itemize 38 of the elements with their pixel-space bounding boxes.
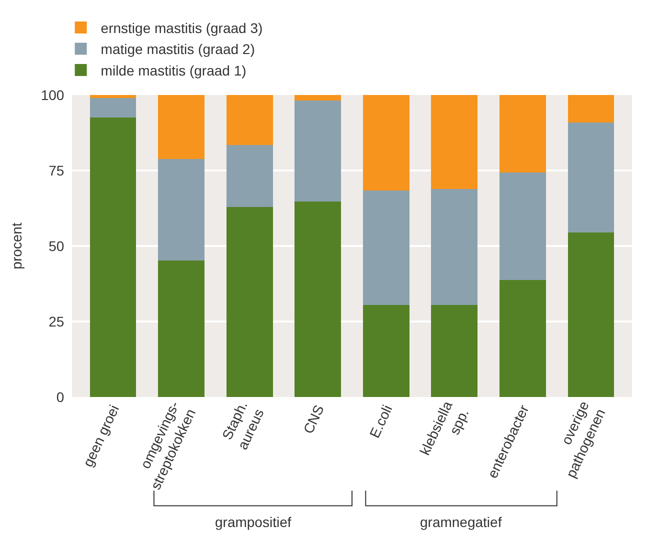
bar xyxy=(568,95,614,122)
legend-label: matige mastitis (graad 2) xyxy=(100,41,255,58)
y-axis-title: procent xyxy=(8,222,24,270)
text: grampositief xyxy=(215,514,292,530)
bar xyxy=(500,95,546,173)
bar xyxy=(431,304,478,397)
bar xyxy=(568,122,614,233)
bar xyxy=(226,145,273,208)
legend-label: milde mastitis (graad 1) xyxy=(100,62,246,78)
bar xyxy=(362,304,410,397)
bar xyxy=(158,260,204,397)
bar xyxy=(500,280,546,397)
bar xyxy=(90,95,136,98)
y-tick-label: 25 xyxy=(48,313,64,330)
bar xyxy=(90,117,136,397)
bar xyxy=(500,172,546,280)
text: gramnegatief xyxy=(420,514,502,530)
bar xyxy=(362,95,410,190)
y-tick-label: 100 xyxy=(40,86,64,103)
bar xyxy=(362,190,410,305)
y-tick-label: 75 xyxy=(48,162,64,178)
y-tick-label: 50 xyxy=(48,238,64,254)
bar xyxy=(294,95,342,101)
x-tick-label: E.coli xyxy=(366,402,396,440)
bar xyxy=(568,232,614,397)
bar xyxy=(294,100,342,202)
bar xyxy=(294,201,342,397)
bar xyxy=(158,95,204,160)
y-tick-label: 0 xyxy=(56,388,64,405)
bar xyxy=(431,189,478,305)
bar xyxy=(226,207,273,397)
bar xyxy=(226,95,273,146)
x-tick-label: geen groei xyxy=(80,402,122,470)
x-tick-label: CNS xyxy=(300,402,327,436)
legend-label: ernstige mastitis (graad 3) xyxy=(100,20,263,36)
bar xyxy=(158,159,204,260)
bar xyxy=(90,98,136,118)
bar xyxy=(431,95,478,190)
